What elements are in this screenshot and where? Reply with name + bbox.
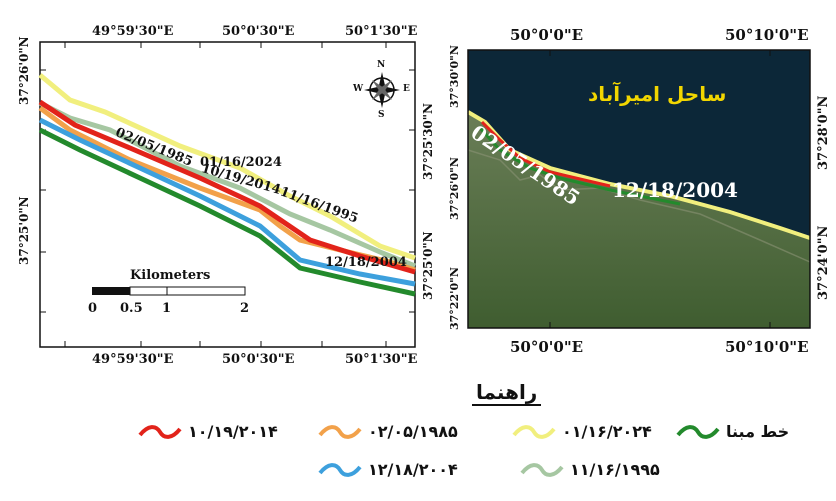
right-bottom-tick-1: 50°0'0"E	[510, 338, 584, 356]
right-map-panel: 50°0'0"E 50°10'0"E 50°0'0"E 50°10'0"E 37…	[440, 0, 836, 380]
right-bottom-tick-2: 50°10'0"E	[725, 338, 809, 356]
legend-item-baseline: خط مبنا	[676, 422, 789, 441]
shoreline-2014-red	[38, 99, 416, 275]
left-top-tick-1: 49°59'30"E	[92, 24, 174, 39]
legend-swatch-gray	[520, 462, 564, 477]
right-top-tick-1: 50°0'0"E	[510, 26, 584, 44]
satellite-image	[466, 49, 811, 329]
left-bottom-tick-3: 50°1'30"E	[345, 352, 418, 367]
legend-label-baseline: خط مبنا	[726, 422, 790, 441]
scalebar-label-2: 2	[240, 301, 250, 316]
right-coast-green	[478, 126, 681, 206]
legend-item-1995: ۱۱/۱۶/۱۹۹۵	[520, 460, 660, 479]
left-map-frame	[38, 41, 416, 348]
date-label-2004: 12/18/2004	[325, 255, 407, 270]
date-label-2024: 01/16/2024	[200, 155, 282, 170]
scalebar-label-0: 0	[88, 301, 98, 316]
north-arrow-icon	[364, 72, 400, 108]
legend-label-1995: ۱۱/۱۶/۱۹۹۵	[570, 460, 660, 479]
north-letter: N	[377, 60, 386, 70]
legend-label-2004: ۱۲/۱۸/۲۰۰۴	[368, 460, 458, 479]
shoreline-2004-blue	[38, 117, 416, 287]
left-map-panel: 49°59'30"E 50°0'30"E 50°1'30"E 49°59'30"…	[0, 0, 440, 380]
left-bottom-tick-1: 49°59'30"E	[92, 352, 174, 367]
scale-bar	[92, 286, 246, 296]
shoreline-baseline-green	[38, 127, 416, 297]
legend-swatch-blue	[318, 462, 362, 477]
legend-label-1985: ۰۲/۰۵/۱۹۸۵	[368, 422, 458, 441]
place-name-label: ساحل امیرآباد	[588, 82, 727, 106]
legend-swatch-red	[138, 424, 182, 439]
east-letter: E	[403, 84, 410, 94]
west-letter: W	[353, 84, 364, 94]
legend-swatch-yellow	[512, 424, 556, 439]
legend-item-2014: ۱۰/۱۹/۲۰۱۴	[138, 422, 278, 441]
legend-label-2024: ۰۱/۱۶/۲۰۲۴	[562, 422, 652, 441]
legend-label-2014: ۱۰/۱۹/۲۰۱۴	[188, 422, 278, 441]
legend-title: راهنما	[472, 380, 542, 406]
south-letter: S	[378, 110, 385, 120]
legend-item-2004: ۱۲/۱۸/۲۰۰۴	[318, 460, 458, 479]
shoreline-2024-yellow	[38, 73, 416, 261]
shoreline-1995-gray	[38, 100, 416, 269]
scalebar-label-1: 1	[162, 301, 172, 316]
left-bottom-tick-2: 50°0'30"E	[222, 352, 295, 367]
legend-swatch-green	[676, 424, 720, 439]
legend-item-2024: ۰۱/۱۶/۲۰۲۴	[512, 422, 652, 441]
scalebar-label-05: 0.5	[120, 301, 143, 316]
scalebar-title: Kilometers	[130, 268, 211, 283]
left-top-tick-2: 50°0'30"E	[222, 24, 295, 39]
legend-swatch-orange	[318, 424, 362, 439]
legend-item-1985: ۰۲/۰۵/۱۹۸۵	[318, 422, 458, 441]
right-coast-red	[480, 120, 611, 188]
left-top-tick-3: 50°1'30"E	[345, 24, 418, 39]
right-top-tick-2: 50°10'0"E	[725, 26, 809, 44]
right-date-label-2004: 12/18/2004	[612, 178, 738, 202]
